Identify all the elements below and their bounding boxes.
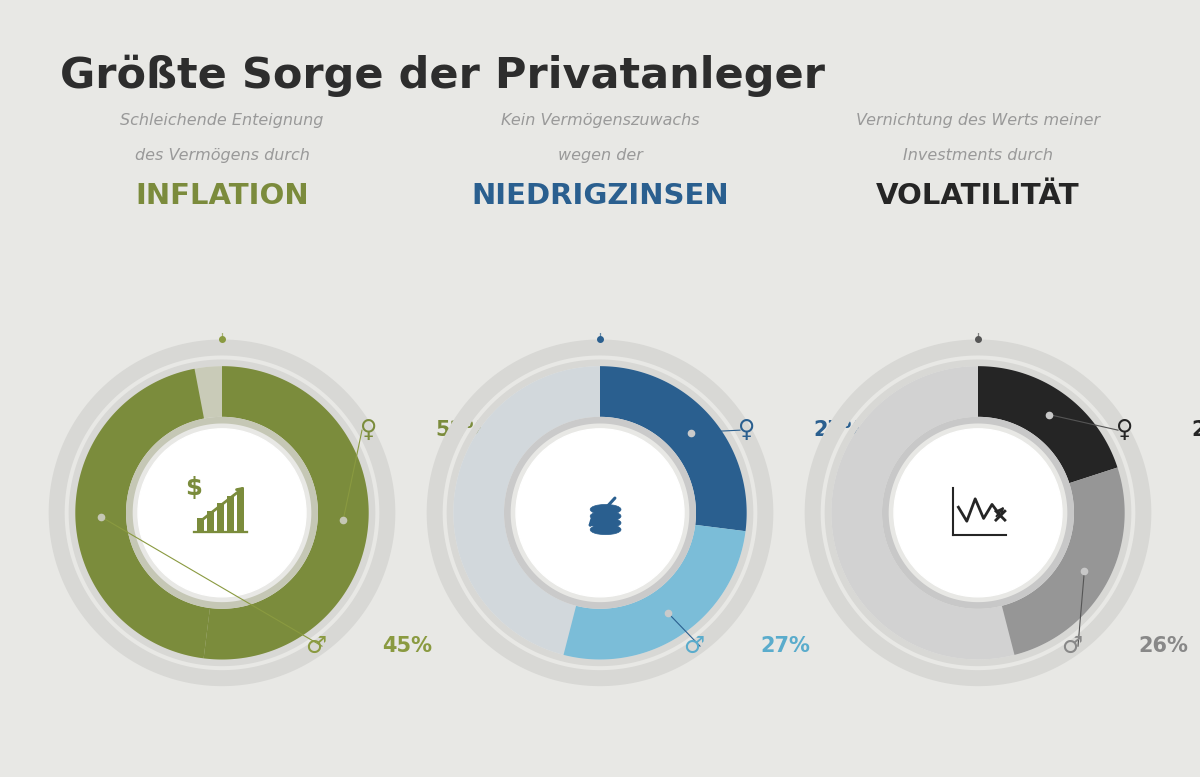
Polygon shape bbox=[227, 496, 234, 532]
Ellipse shape bbox=[590, 524, 622, 535]
Polygon shape bbox=[68, 360, 376, 666]
Circle shape bbox=[894, 429, 1062, 597]
Polygon shape bbox=[427, 340, 773, 686]
Polygon shape bbox=[564, 524, 745, 660]
Text: 27%: 27% bbox=[814, 420, 863, 440]
Ellipse shape bbox=[590, 517, 622, 528]
Polygon shape bbox=[882, 416, 1074, 609]
Text: Größte Sorge der Privatanleger: Größte Sorge der Privatanleger bbox=[60, 54, 826, 97]
Polygon shape bbox=[600, 366, 746, 531]
Text: ♂: ♂ bbox=[683, 634, 704, 658]
Text: 45%: 45% bbox=[382, 636, 432, 656]
Circle shape bbox=[516, 429, 684, 597]
Text: $: $ bbox=[186, 476, 203, 500]
Text: 27%: 27% bbox=[760, 636, 810, 656]
Polygon shape bbox=[126, 416, 318, 609]
Polygon shape bbox=[520, 433, 680, 593]
Polygon shape bbox=[142, 433, 302, 593]
Text: NIEDRIGZINSEN: NIEDRIGZINSEN bbox=[472, 182, 728, 210]
Circle shape bbox=[138, 429, 306, 597]
Text: ♀: ♀ bbox=[738, 418, 755, 442]
Polygon shape bbox=[49, 340, 395, 686]
Text: Investments durch: Investments durch bbox=[902, 148, 1054, 163]
Text: Schleichende Enteignung: Schleichende Enteignung bbox=[120, 113, 324, 128]
Polygon shape bbox=[1002, 468, 1124, 655]
Polygon shape bbox=[805, 340, 1151, 686]
Text: ♀: ♀ bbox=[360, 418, 377, 442]
Polygon shape bbox=[978, 366, 1117, 483]
Ellipse shape bbox=[590, 511, 622, 521]
Polygon shape bbox=[454, 366, 746, 660]
Polygon shape bbox=[898, 433, 1058, 593]
Polygon shape bbox=[197, 518, 204, 532]
Text: Vernichtung des Werts meiner: Vernichtung des Werts meiner bbox=[856, 113, 1100, 128]
Polygon shape bbox=[76, 369, 210, 658]
Text: ♀: ♀ bbox=[1116, 418, 1133, 442]
Polygon shape bbox=[824, 360, 1132, 666]
Text: INFLATION: INFLATION bbox=[136, 182, 308, 210]
Polygon shape bbox=[206, 511, 214, 532]
Text: 52%: 52% bbox=[436, 420, 485, 440]
Text: 20%: 20% bbox=[1192, 420, 1200, 440]
Polygon shape bbox=[504, 416, 696, 609]
Polygon shape bbox=[832, 366, 1124, 660]
Text: ♂: ♂ bbox=[1061, 634, 1082, 658]
Polygon shape bbox=[238, 488, 245, 532]
Text: wegen der: wegen der bbox=[558, 148, 642, 163]
Text: 26%: 26% bbox=[1138, 636, 1188, 656]
Ellipse shape bbox=[590, 504, 622, 514]
Polygon shape bbox=[446, 360, 754, 666]
Polygon shape bbox=[204, 366, 368, 660]
Text: VOLATILITÄT: VOLATILITÄT bbox=[876, 182, 1080, 210]
Polygon shape bbox=[217, 503, 224, 532]
Text: Kein Vermögenszuwachs: Kein Vermögenszuwachs bbox=[500, 113, 700, 128]
Text: ♂: ♂ bbox=[305, 634, 326, 658]
Text: des Vermögens durch: des Vermögens durch bbox=[134, 148, 310, 163]
Polygon shape bbox=[76, 366, 368, 660]
